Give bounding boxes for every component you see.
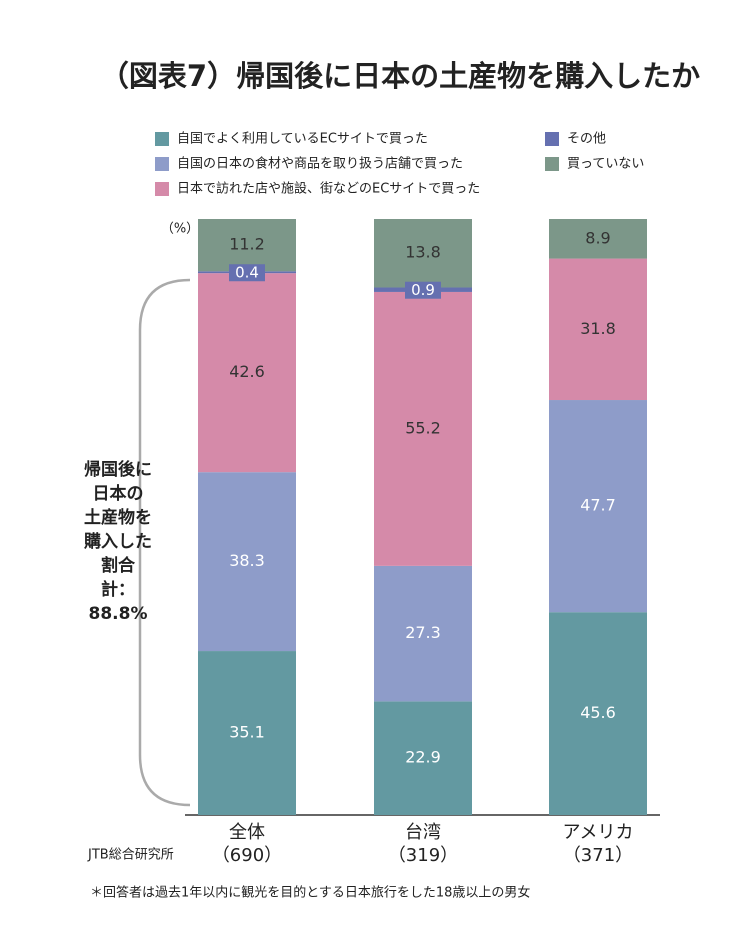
chart-title: （図表7）帰国後に日本の土産物を購入したか [100,59,700,93]
data-label: 13.8 [405,243,441,262]
bar-segment [198,651,296,815]
legend-label: その他 [567,132,606,147]
unit-label: （%） [161,222,199,237]
data-label: 8.9 [585,228,610,247]
annotation: 88.8% [89,604,148,624]
sample-size: （690） [212,845,282,866]
x-tick-label: 台湾 [405,822,441,843]
legend-swatch [155,182,169,196]
sample-size: （319） [388,845,458,866]
data-label: 0.9 [411,281,435,299]
annotation: 土産物を [84,507,152,528]
bar-segment [198,219,296,272]
source: JTB総合研究所 [87,848,174,863]
bar-segment [374,219,472,288]
bar-segment [374,291,472,566]
data-label: 38.3 [229,551,265,570]
legend-label: 自国の日本の食材や商品を取り扱う店舗で買った [177,156,463,172]
data-label: 27.3 [405,623,441,642]
data-label: 55.2 [405,418,441,437]
label-box [229,264,265,282]
data-label: 42.6 [229,362,265,381]
data-label: 0.4 [235,264,259,282]
legend-swatch [545,157,559,171]
legend-label: 自国でよく利用しているECサイトで買った [177,132,428,147]
annotation: 日本の [93,483,144,504]
data-label: 47.7 [580,496,616,515]
bracket [138,278,191,807]
x-tick-label: 全体 [229,822,265,843]
legend-label: 日本で訪れた店や施設、街などのECサイトで買った [177,181,480,197]
label-box [405,281,441,299]
x-tick-label: アメリカ [562,822,633,843]
bar-segment [198,472,296,652]
data-label: 45.6 [580,703,616,722]
bar-segment [374,565,472,702]
bar-segment [549,612,647,815]
legend-swatch [155,157,169,171]
footnote: ＊回答者は過去1年以内に観光を目的とする日本旅行をした18歳以上の男女 [90,885,530,901]
data-label: 11.2 [229,235,265,254]
legend-swatch [155,132,169,146]
sample-size: （371） [563,845,633,866]
annotation: 割合 [101,555,136,576]
bar-segment [549,400,647,613]
annotation: 計： [101,579,135,600]
annotation: 購入した [84,531,152,552]
data-label: 35.1 [229,723,265,742]
legend-label: 買っていない [567,157,644,172]
bar-segment [549,219,647,259]
annotation: 帰国後に [84,459,152,480]
data-label: 31.8 [580,319,616,338]
data-label: 22.9 [405,748,441,767]
bar-segment [198,273,296,473]
bar-segment [549,258,647,401]
bar-segment [374,701,472,815]
legend-swatch [545,132,559,146]
